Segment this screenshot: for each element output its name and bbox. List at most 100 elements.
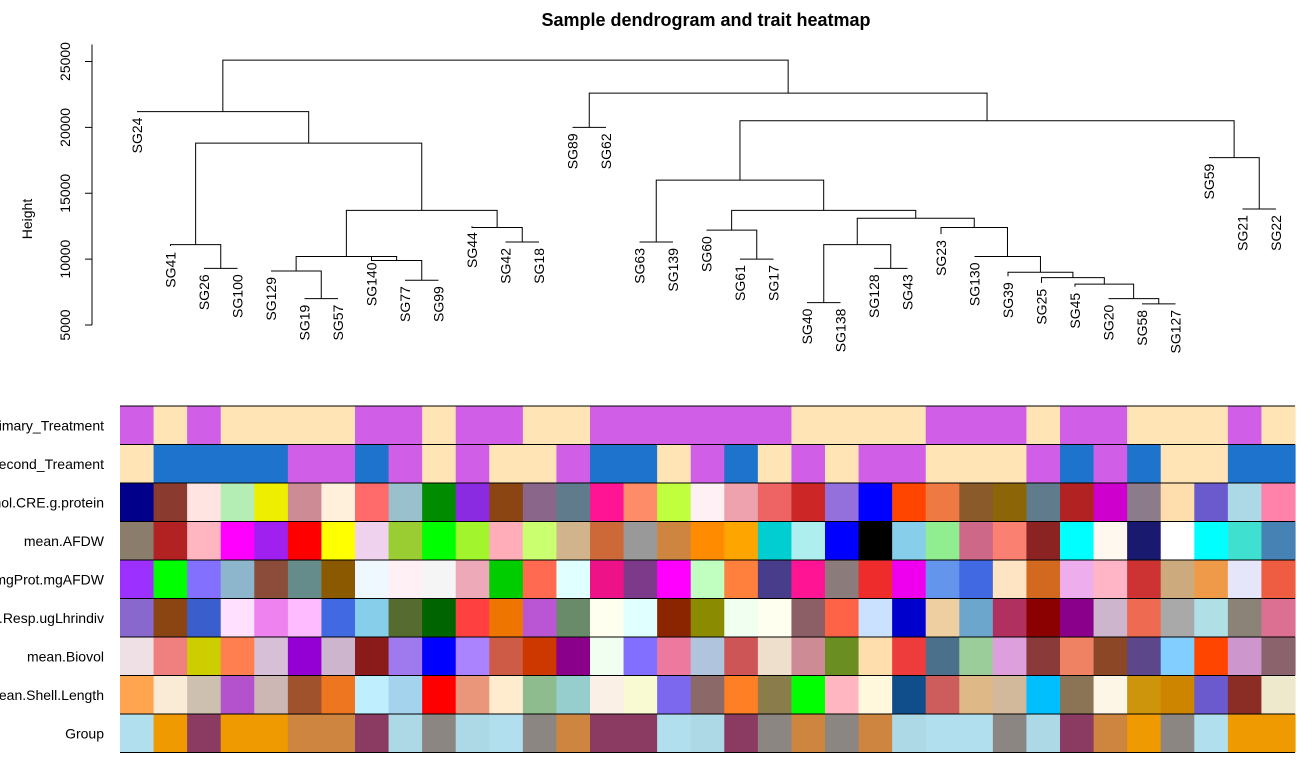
heatmap-cell (522, 406, 558, 445)
heatmap-cell (220, 560, 255, 599)
heatmap-cell (690, 483, 725, 522)
heatmap-cell (355, 406, 390, 445)
heatmap-cell (388, 444, 423, 483)
heatmap-cell (657, 637, 692, 676)
heatmap-cell (1227, 598, 1263, 637)
heatmap-cell (858, 675, 893, 714)
heatmap-cell (1160, 483, 1195, 522)
heatmap-cell (321, 560, 356, 599)
heatmap-cell (791, 483, 826, 522)
heatmap-cell (254, 483, 289, 522)
heatmap-cell (690, 406, 725, 445)
heatmap-cell (388, 560, 423, 599)
heatmap-cell (1026, 483, 1061, 522)
heatmap-cell (220, 714, 255, 753)
heatmap-cell (858, 598, 893, 637)
heatmap-cell (1093, 483, 1128, 522)
heatmap-cell (1060, 406, 1095, 445)
heatmap-cell (1093, 714, 1128, 753)
dendrogram-branch (823, 244, 892, 303)
heatmap-cell (187, 598, 222, 637)
leaf-label: SG18 (531, 248, 547, 284)
heatmap-row-label: Group (65, 725, 104, 741)
heatmap-cell (858, 560, 893, 599)
y-tick-label: 5000 (57, 309, 73, 340)
heatmap-cell (120, 560, 155, 599)
heatmap-cell (892, 521, 927, 560)
heatmap-cell (455, 598, 490, 637)
heatmap-cell (690, 521, 725, 560)
heatmap-cell (724, 521, 759, 560)
dendrogram-branch (1074, 283, 1135, 299)
heatmap-cell (422, 406, 457, 445)
heatmap-cell (657, 406, 692, 445)
leaf-label: SG58 (1134, 310, 1150, 346)
heatmap-cell (1093, 637, 1128, 676)
heatmap-cell (623, 521, 658, 560)
heatmap-cell (355, 483, 390, 522)
heatmap-cell (757, 483, 793, 522)
heatmap-cell (791, 598, 826, 637)
heatmap-cell (1060, 637, 1095, 676)
heatmap-cell (724, 483, 759, 522)
heatmap-cell (925, 714, 960, 753)
dendrogram-branch (1209, 157, 1260, 210)
heatmap-cell (724, 406, 759, 445)
heatmap-cell (254, 406, 289, 445)
dendrogram-branch (706, 229, 758, 260)
heatmap-cell (388, 637, 423, 676)
leaf-label: SG129 (263, 277, 279, 321)
heatmap-cell (489, 483, 524, 522)
heatmap-cell (489, 560, 524, 599)
heatmap-cell (254, 444, 289, 483)
heatmap-cell (556, 637, 591, 676)
leaf-label: SG62 (598, 133, 614, 169)
leaf-label: SG100 (230, 274, 246, 318)
heatmap-cell (355, 637, 390, 676)
heatmap-cell (992, 637, 1028, 676)
dendrogram-branch (856, 217, 975, 245)
leaf-label: SG128 (866, 274, 882, 318)
leaf-label: SG21 (1235, 215, 1251, 251)
leaf-label: SG99 (431, 286, 447, 322)
y-axis-label: Height (19, 199, 35, 240)
heatmap-cell (1227, 637, 1263, 676)
heatmap-cell (220, 406, 255, 445)
leaf-label: SG127 (1168, 310, 1184, 354)
heatmap-cell (355, 675, 390, 714)
heatmap-cell (992, 521, 1028, 560)
heatmap-cell (590, 406, 625, 445)
heatmap-cell (321, 444, 356, 483)
leaf-label: SG59 (1201, 163, 1217, 199)
heatmap-cell (590, 675, 625, 714)
heatmap-cell (1093, 675, 1128, 714)
heatmap-cell (1227, 521, 1263, 560)
heatmap-cell (287, 714, 323, 753)
heatmap-cell (153, 675, 188, 714)
heatmap-cell (992, 444, 1028, 483)
heatmap-cell (321, 521, 356, 560)
heatmap-cell (489, 521, 524, 560)
heatmap-cell (724, 444, 759, 483)
heatmap-cell (623, 714, 658, 753)
dendrogram-branch (940, 227, 1008, 257)
heatmap-cell (690, 560, 725, 599)
dendrogram-branch (371, 256, 423, 281)
heatmap-cell (959, 675, 994, 714)
heatmap-cell (1227, 714, 1263, 753)
heatmap-cell (892, 444, 927, 483)
heatmap-cell (153, 598, 188, 637)
heatmap-cell (825, 714, 860, 753)
heatmap-cell (287, 560, 323, 599)
heatmap-cell (254, 714, 289, 753)
heatmap-cell (892, 637, 927, 676)
dendrogram-branch (739, 120, 1235, 181)
heatmap-cell (690, 598, 725, 637)
heatmap-cell (757, 637, 793, 676)
heatmap-cell (825, 444, 860, 483)
heatmap-cell (455, 560, 490, 599)
dendrogram-branch (271, 270, 322, 299)
heatmap-cell (422, 444, 457, 483)
heatmap-cell (1160, 675, 1195, 714)
heatmap-cell (1261, 483, 1296, 522)
